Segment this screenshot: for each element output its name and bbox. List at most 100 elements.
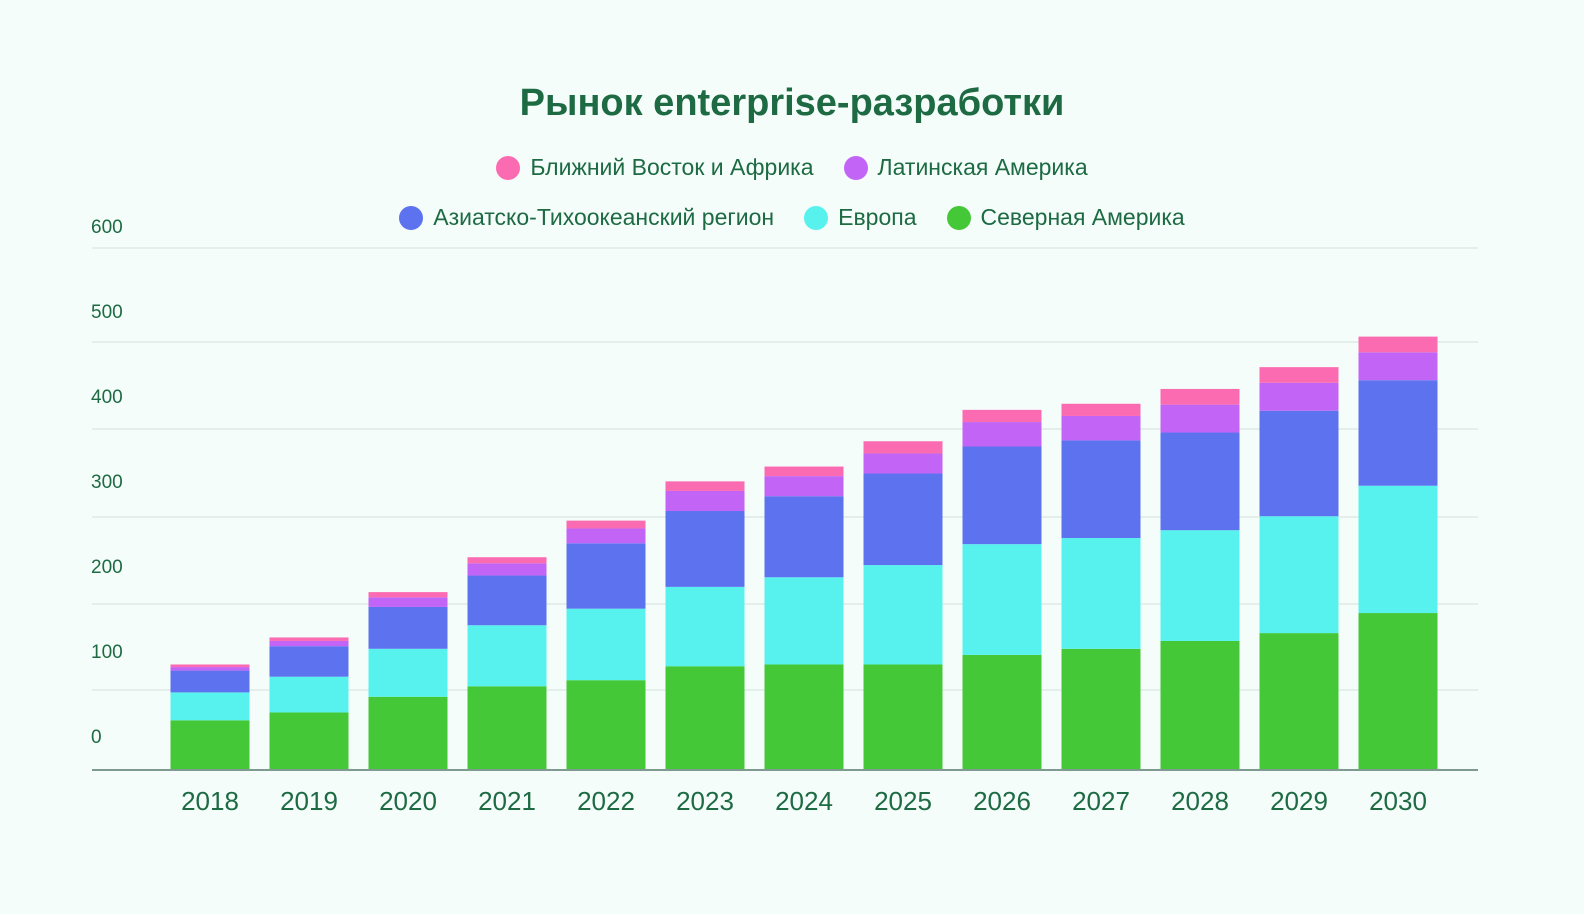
bar-segment [665, 586, 745, 667]
legend-item: Ближний Восток и Африка [496, 154, 814, 181]
bar-segment [170, 664, 250, 668]
y-tick-label: 600 [91, 217, 123, 238]
bar-segment [863, 664, 943, 770]
x-tick-label: 2027 [1072, 786, 1130, 816]
bar-segment [368, 597, 448, 607]
bar-segment [566, 520, 646, 529]
bar-segment [269, 712, 349, 770]
bar-segment [1259, 633, 1339, 770]
bar-segment [1358, 380, 1438, 486]
legend-item: Латинская Америка [843, 154, 1088, 181]
legend-label: Латинская Америка [877, 154, 1088, 180]
bar-segment [1358, 336, 1438, 353]
bar-segment [566, 543, 646, 609]
bar-segment [962, 409, 1042, 423]
x-tick-label: 2020 [379, 786, 437, 816]
bar-segment [170, 667, 250, 671]
legend-marker [804, 205, 829, 230]
x-tick-label: 2028 [1171, 786, 1229, 816]
bar-segment [1259, 410, 1339, 517]
bar-segment [269, 637, 349, 641]
bar-segment [1061, 648, 1141, 770]
bar-segment [665, 511, 745, 587]
bar-segment [1259, 382, 1339, 411]
bar-segment [863, 473, 943, 566]
bar-segment [467, 557, 547, 564]
legend-marker [399, 205, 424, 230]
bar-segment [764, 664, 844, 770]
legend-marker [496, 155, 521, 180]
bar-segment [269, 640, 349, 647]
bar-segment [170, 720, 250, 770]
bar-segment [962, 654, 1042, 770]
legend-marker [946, 205, 971, 230]
legend-label: Европа [838, 204, 917, 230]
legend-marker [843, 155, 868, 180]
bar-segment [1358, 485, 1438, 614]
bar-segment [962, 544, 1042, 655]
y-axis-ticks: 0 100 200 300 400 500 600 [91, 217, 123, 748]
bar-segment [467, 686, 547, 770]
x-axis-ticks: 2018 2019 2020 2021 2022 2023 2024 2025 2026 2027… [181, 786, 1427, 816]
legend-item: Европа [804, 204, 917, 231]
x-tick-label: 2021 [478, 786, 536, 816]
bar-segment [368, 606, 448, 649]
bar-segment [764, 466, 844, 477]
y-tick-label: 200 [91, 557, 123, 578]
bar-segment [467, 575, 547, 626]
x-tick-label: 2023 [676, 786, 734, 816]
bar-segment [269, 676, 349, 713]
bar-segment [1259, 367, 1339, 383]
bar-segment [1160, 388, 1240, 405]
bar-segment [863, 453, 943, 474]
y-tick-label: 500 [91, 302, 123, 323]
bar-segment [962, 446, 1042, 545]
x-tick-label: 2018 [181, 786, 239, 816]
bar-segment [1259, 516, 1339, 634]
y-tick-label: 0 [91, 727, 102, 748]
chart-title: Рынок enterprise-разработки [519, 82, 1065, 124]
bar-segment [1061, 440, 1141, 539]
bar-segment [665, 666, 745, 770]
legend-item: Северная Америка [946, 204, 1185, 231]
legend-item: Азиатско-Тихоокеанский регион [399, 204, 774, 231]
bar-segment [1160, 404, 1240, 433]
legend-label: Северная Америка [980, 204, 1185, 230]
x-tick-label: 2029 [1270, 786, 1328, 816]
x-tick-label: 2019 [280, 786, 338, 816]
bar-segment [566, 680, 646, 770]
bar-segment [1061, 415, 1141, 441]
bar-segment [170, 692, 250, 721]
bar-segment [566, 528, 646, 544]
bar-segment [665, 490, 745, 512]
bar-segment [863, 441, 943, 454]
legend-row-2: Азиатско-Тихоокеанский регион Европа Север… [0, 204, 1584, 231]
bar-segment [368, 648, 448, 697]
bar-segment [1160, 640, 1240, 770]
bar-segment [1061, 403, 1141, 416]
x-tick-label: 2026 [973, 786, 1031, 816]
bar-segment [863, 565, 943, 665]
bar-segment [1160, 530, 1240, 641]
bar-segment [962, 422, 1042, 447]
bar-segment [566, 608, 646, 681]
legend-row-1: Ближний Восток и Африка Латинская Америка [0, 154, 1584, 181]
bar-segment [368, 592, 448, 598]
bar-segment [467, 625, 547, 687]
x-tick-label: 2024 [775, 786, 833, 816]
bar-segment [368, 696, 448, 770]
x-tick-label: 2025 [874, 786, 932, 816]
x-tick-label: 2030 [1369, 786, 1427, 816]
bar-segment [665, 481, 745, 491]
bar-segment [1358, 352, 1438, 381]
x-tick-label: 2022 [577, 786, 635, 816]
bars [170, 336, 1438, 770]
bar-segment [1358, 613, 1438, 770]
bar-segment [764, 496, 844, 578]
y-tick-label: 100 [91, 642, 123, 663]
bar-segment [269, 646, 349, 677]
legend-label: Азиатско-Тихоокеанский регион [433, 204, 775, 230]
bar-segment [467, 563, 547, 576]
y-tick-label: 300 [91, 472, 123, 493]
